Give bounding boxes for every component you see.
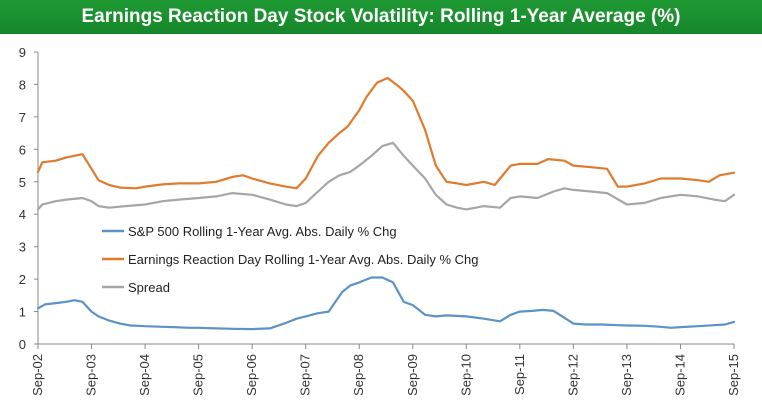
x-tick-label: Sep-06 (244, 354, 259, 396)
x-tick-label: Sep-15 (726, 354, 741, 396)
x-tick-label: Sep-13 (619, 354, 634, 396)
legend-label: Earnings Reaction Day Rolling 1-Year Avg… (128, 252, 478, 267)
y-tick-label: 7 (19, 110, 26, 125)
legend-label: Spread (128, 280, 170, 295)
y-tick-label: 4 (19, 207, 26, 222)
y-tick-label: 9 (19, 45, 26, 60)
x-tick-label: Sep-11 (512, 354, 527, 395)
y-tick-label: 6 (19, 142, 26, 157)
y-tick-label: 0 (19, 337, 26, 352)
x-tick-label: Sep-14 (672, 354, 687, 396)
earnings-reaction-line (36, 76, 736, 190)
x-tick-label: Sep-07 (298, 354, 313, 396)
spread-line (36, 141, 736, 211)
y-tick-label: 8 (19, 77, 26, 92)
axes: 0 1 2 3 4 5 6 7 8 9 Sep-02 Sep-03 Sep-04 Sep-05 Sep-06… (19, 45, 741, 396)
x-tick-label: Sep-03 (84, 354, 99, 396)
x-tick-label: Sep-12 (565, 354, 580, 396)
y-tick-label: 2 (19, 272, 26, 287)
x-tick-label: Sep-02 (30, 354, 45, 396)
legend: S&P 500 Rolling 1-Year Avg. Abs. Daily %… (102, 224, 478, 295)
x-tick-label: Sep-05 (191, 354, 206, 396)
legend-label: S&P 500 Rolling 1-Year Avg. Abs. Daily %… (128, 224, 397, 239)
y-tick-label: 1 (19, 305, 26, 320)
chart-title: Earnings Reaction Day Stock Volatility: … (0, 0, 762, 34)
sp500-line (36, 276, 736, 331)
x-tick-label: Sep-08 (351, 354, 366, 396)
series-layer (36, 76, 736, 331)
x-tick-label: Sep-10 (458, 354, 473, 396)
x-tick-label: Sep-09 (405, 354, 420, 396)
x-tick-label: Sep-04 (137, 354, 152, 396)
y-tick-label: 3 (19, 240, 26, 255)
y-tick-label: 5 (19, 175, 26, 190)
